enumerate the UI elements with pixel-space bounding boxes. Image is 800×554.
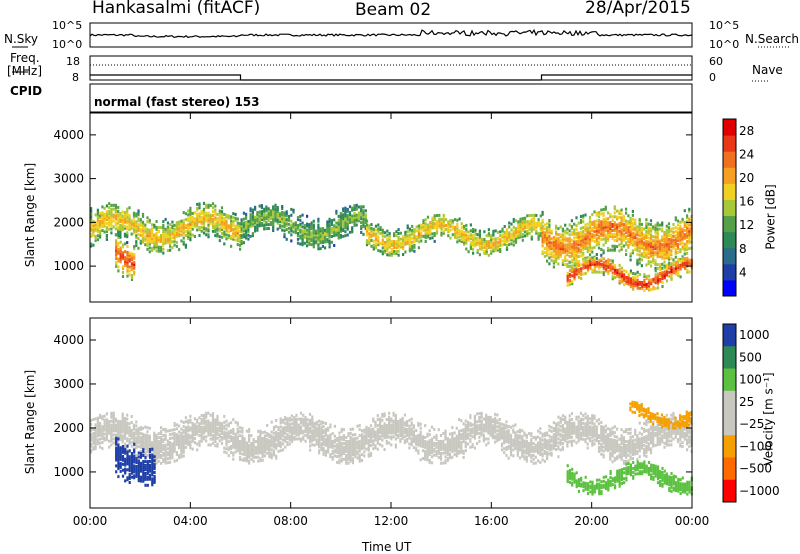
- beam-title: Beam 02: [355, 0, 432, 20]
- echo-band-2: [115, 436, 156, 487]
- velocity-colorbar-cell: [723, 324, 736, 347]
- power-colorbar-tick: 8: [739, 242, 747, 256]
- ytick-label: 4000: [53, 333, 84, 347]
- ytick-label: 3000: [53, 377, 84, 391]
- power-colorbar-cell: [723, 279, 736, 297]
- xaxis-label: Time UT: [362, 540, 412, 554]
- nsky-label: N.Sky: [4, 32, 39, 46]
- velocity-colorbar-cell: [723, 390, 736, 414]
- echo-band-3: [566, 460, 693, 496]
- velocity-colorbar-frame: [722, 323, 737, 503]
- velocity-colorbar-cell: [723, 368, 736, 392]
- echo-band-1: [90, 201, 242, 255]
- freq-right-tick-high: 60: [709, 55, 723, 68]
- noise-left-tick-high: 10^5: [52, 19, 83, 32]
- noise-left-tick-low: 10^0: [52, 38, 83, 51]
- echo-band-2: [115, 233, 136, 281]
- power-colorbar-tick: 24: [739, 147, 754, 161]
- power-colorbar-cell: [723, 183, 736, 200]
- date-title: 28/Apr/2015: [585, 0, 691, 18]
- ytick-label: 2000: [53, 215, 84, 229]
- cpid-panel-frame: [89, 83, 693, 113]
- velocity-colorbar-tick: −500: [739, 462, 772, 476]
- xtick-label: 00:00: [675, 514, 710, 528]
- echo-band-3: [240, 203, 367, 251]
- nsearch-label: N.Search: [745, 32, 800, 46]
- velocity-colorbar-tick: −25: [739, 417, 764, 431]
- xtick-label: 16:00: [474, 514, 509, 528]
- power-colorbar-cell: [723, 215, 736, 233]
- velocity-colorbar-cell: [723, 346, 736, 369]
- ytick-label: 2000: [53, 421, 84, 435]
- power-colorbar-tick: 16: [739, 195, 754, 209]
- velocity-colorbar-tick: 500: [739, 350, 762, 364]
- noise-right-tick-low: 10^0: [709, 38, 740, 51]
- velocity-colorbar-tick: 25: [739, 395, 754, 409]
- freq-panel-frame: [89, 55, 693, 81]
- freq-label: Freq.: [10, 51, 40, 65]
- power-colorbar-cell: [723, 199, 736, 217]
- freq-left-tick-low: 8: [72, 71, 79, 84]
- power-colorbar-tick: 20: [739, 171, 754, 185]
- echo-band-4: [365, 213, 542, 257]
- echo-band-1: [90, 411, 693, 465]
- freq-unit-label: [MHz]: [7, 64, 43, 78]
- power-colorbar-frame: [722, 118, 737, 297]
- ytick-label: 1000: [53, 465, 84, 479]
- station-title: Hankasalmi (fitACF): [92, 0, 261, 18]
- power-colorbar-tick: 12: [739, 218, 754, 232]
- cpid-text: normal (fast stereo) 153: [94, 95, 260, 109]
- power-colorbar-cell: [723, 263, 736, 281]
- power-colorbar-cell: [723, 231, 736, 249]
- xtick-label: 20:00: [574, 514, 609, 528]
- ytick-label: 1000: [53, 259, 84, 273]
- power-colorbar-cell: [723, 135, 736, 152]
- xtick-label: 00:00: [73, 514, 108, 528]
- power-colorbar-cell: [723, 151, 736, 168]
- velocity-colorbar-tick: 1000: [739, 328, 770, 342]
- ytick-label: 4000: [53, 128, 84, 142]
- velocity-colorbar-tick: −1000: [739, 484, 780, 498]
- power-colorbar-cell: [723, 119, 736, 136]
- xtick-label: 08:00: [273, 514, 308, 528]
- echo-band-4: [629, 400, 693, 430]
- power-colorbar-tick: 4: [739, 265, 747, 279]
- panel-frame-velocity: [89, 317, 693, 509]
- power-colorbar-cell: [723, 247, 736, 265]
- noise-sky-line: [89, 28, 693, 39]
- velocity-colorbar-tick: −100: [739, 439, 772, 453]
- nave-label: Nave: [752, 63, 783, 77]
- power-colorbar-tick: 28: [739, 124, 754, 138]
- velocity-colorbar-cell: [723, 435, 736, 458]
- xtick-label: 04:00: [173, 514, 208, 528]
- xtick-label: 12:00: [374, 514, 409, 528]
- heatmap-power: [90, 201, 693, 292]
- heatmap-velocity: [90, 400, 693, 496]
- freq-right-tick-low: 0: [709, 71, 716, 84]
- cpid-label: CPID: [10, 84, 43, 98]
- velocity-colorbar-cell: [723, 479, 736, 503]
- velocity-colorbar-tick: 100: [739, 373, 762, 387]
- ytick-label: 3000: [53, 172, 84, 186]
- velocity-colorbar-cell: [723, 457, 736, 481]
- echo-band-5: [541, 205, 693, 270]
- velocity-colorbar-cell: [723, 413, 736, 436]
- freq-left-tick-high: 18: [66, 55, 80, 68]
- freq-line: [90, 74, 692, 80]
- noise-right-tick-high: 10^5: [709, 19, 740, 32]
- power-colorbar-cell: [723, 167, 736, 184]
- echo-band-6: [566, 256, 693, 292]
